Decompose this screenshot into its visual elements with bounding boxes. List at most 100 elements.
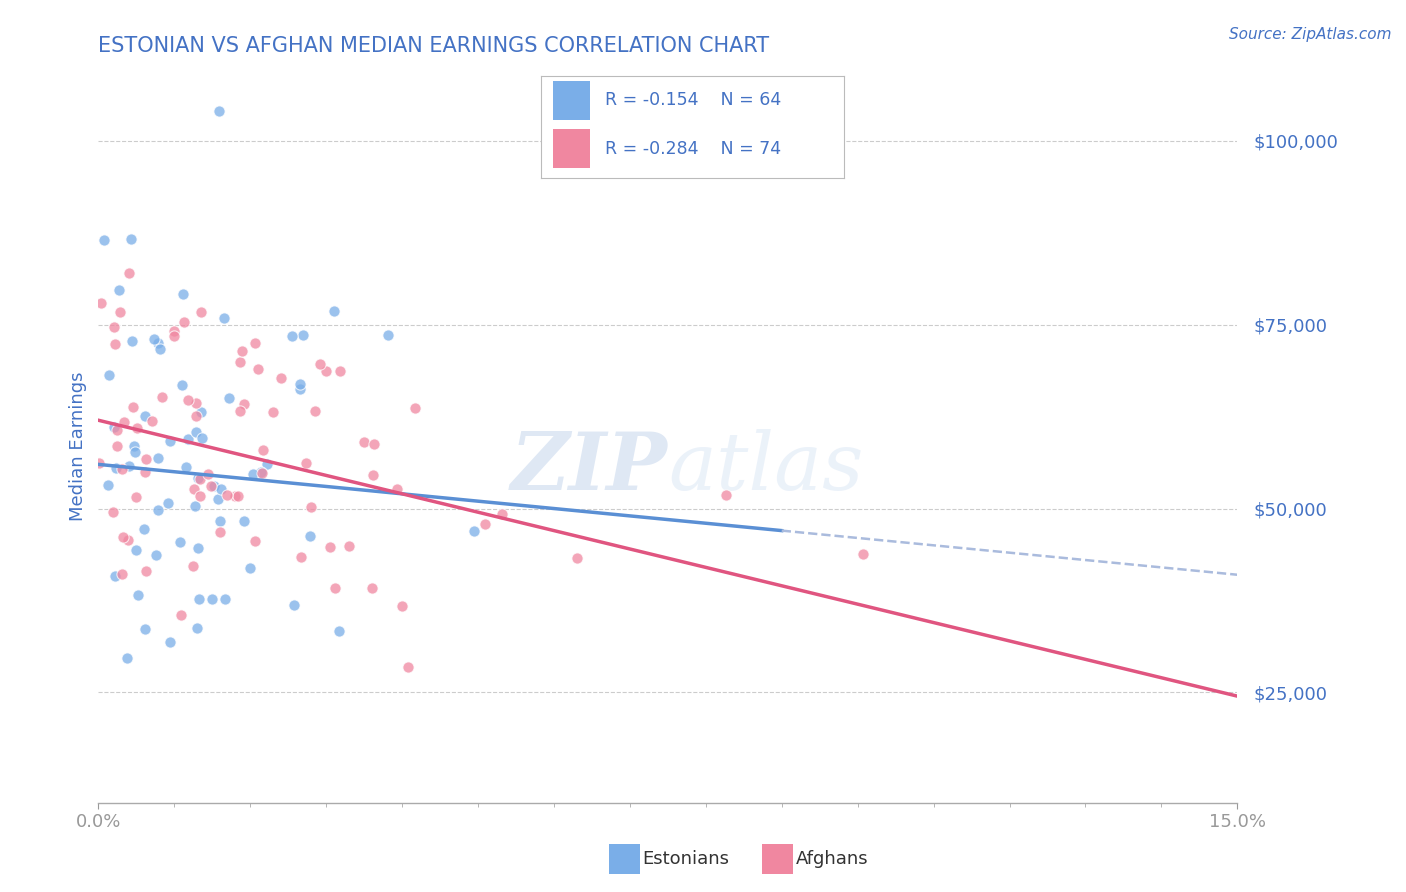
Text: Source: ZipAtlas.com: Source: ZipAtlas.com [1229, 27, 1392, 42]
Point [181, 559, 204, 574]
Point [104, 461, 127, 475]
Point [104, 569, 127, 583]
Point [98, 368, 121, 382]
Point [107, 283, 129, 297]
Point [134, 622, 156, 636]
Point [245, 335, 267, 350]
Point [329, 363, 352, 377]
Point [188, 591, 211, 606]
Point [252, 443, 274, 458]
Point [288, 383, 311, 397]
Point [121, 401, 143, 415]
Point [170, 378, 193, 392]
Point [122, 439, 145, 453]
Point [209, 514, 232, 528]
Point [97, 477, 120, 491]
Text: ESTONIAN VS AFGHAN MEDIAN EARNINGS CORRELATION CHART: ESTONIAN VS AFGHAN MEDIAN EARNINGS CORRE… [98, 36, 769, 55]
Point [134, 409, 156, 424]
Point [186, 621, 208, 635]
Point [187, 541, 209, 555]
Point [256, 457, 278, 471]
Point [132, 522, 155, 536]
Point [218, 391, 240, 405]
Point [115, 651, 138, 665]
Point [463, 524, 485, 538]
Point [385, 482, 408, 496]
Point [183, 482, 205, 496]
Point [201, 592, 224, 607]
Point [474, 516, 496, 531]
Point [150, 390, 173, 404]
Point [105, 439, 128, 453]
Point [295, 456, 318, 470]
Point [184, 396, 207, 410]
Text: R = -0.154    N = 64: R = -0.154 N = 64 [605, 92, 782, 110]
Point [377, 327, 399, 342]
Point [146, 503, 169, 517]
Point [112, 415, 135, 429]
Point [169, 535, 191, 549]
Point [299, 500, 322, 515]
Point [120, 232, 142, 246]
Point [231, 344, 253, 359]
Point [177, 432, 200, 446]
Bar [554, 129, 589, 168]
Point [107, 424, 129, 438]
Point [159, 434, 181, 448]
Point [141, 414, 163, 428]
Point [322, 304, 344, 318]
Point [229, 355, 252, 369]
Point [118, 458, 141, 473]
Point [163, 325, 186, 339]
Point [190, 304, 212, 318]
Point [246, 362, 269, 376]
Point [304, 403, 326, 417]
Point [121, 334, 143, 348]
Point [212, 310, 235, 325]
Point [142, 332, 165, 346]
Point [146, 450, 169, 465]
Point [207, 491, 229, 506]
Point [292, 328, 315, 343]
Point [239, 561, 262, 575]
Point [208, 525, 231, 540]
Text: Afghans: Afghans [796, 850, 869, 868]
Point [232, 514, 254, 528]
Point [214, 592, 236, 607]
Point [90, 296, 112, 310]
Point [118, 266, 141, 280]
Point [145, 549, 167, 563]
Point [188, 472, 211, 486]
Point [361, 468, 384, 483]
Point [103, 420, 125, 434]
Point [188, 489, 211, 503]
Point [156, 496, 179, 510]
Point [283, 598, 305, 612]
Point [290, 550, 312, 565]
Point [328, 624, 350, 639]
Point [200, 479, 222, 493]
Point [124, 445, 146, 459]
Point [170, 608, 193, 623]
Point [337, 539, 360, 553]
Point [228, 403, 250, 417]
Point [186, 409, 208, 424]
Point [353, 435, 375, 450]
Bar [554, 81, 589, 120]
Point [325, 581, 347, 595]
Text: Estonians: Estonians [643, 850, 730, 868]
Point [187, 471, 209, 485]
Point [262, 404, 284, 418]
Point [103, 320, 125, 334]
Point [103, 506, 125, 520]
Point [104, 337, 127, 351]
Point [270, 371, 292, 385]
Point [224, 489, 246, 503]
Point [148, 342, 170, 356]
Point [93, 233, 115, 247]
Point [299, 529, 322, 543]
Point [190, 405, 212, 419]
Point [318, 540, 340, 554]
Point [177, 392, 200, 407]
Point [281, 328, 304, 343]
